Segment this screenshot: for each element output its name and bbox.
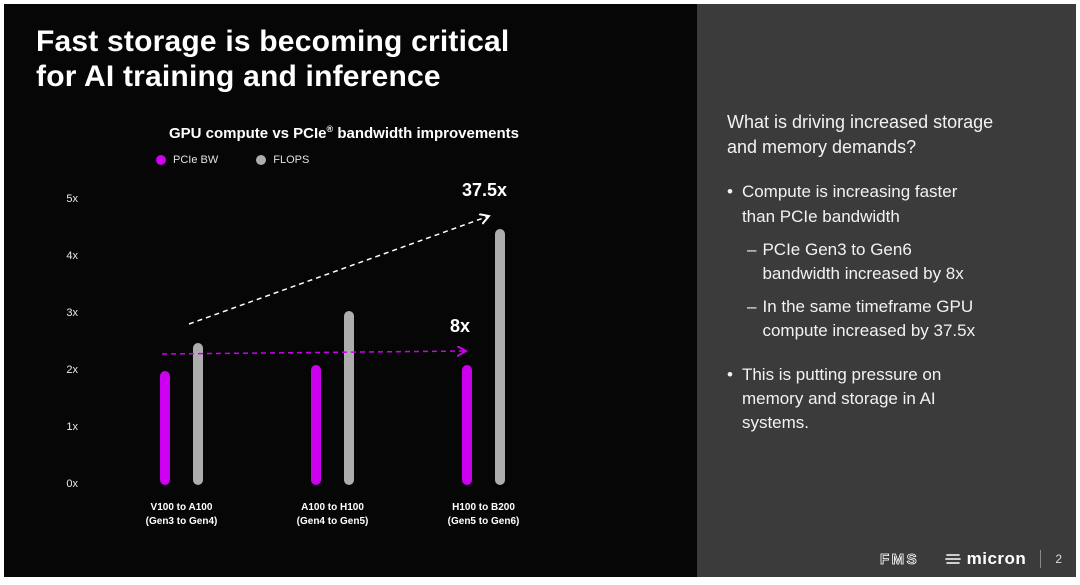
y-axis-tick-label: 3x xyxy=(66,307,78,319)
legend-item-flops: FLOPS xyxy=(256,154,309,166)
slide-title-line1: Fast storage is becoming critical xyxy=(36,25,510,58)
bullet-icon: • xyxy=(727,182,733,202)
y-axis-tick-label: 4x xyxy=(66,250,78,262)
bar-chart-plot: 0x 1x 2x 3x 4x 5x V100 to A100 (Gen3 to Gen4) A1… xyxy=(4,4,697,577)
slide-title-line2: for AI training and inference xyxy=(36,60,441,94)
y-axis-tick-label: 5x xyxy=(66,193,78,205)
side-panel: What is driving increased storage and me… xyxy=(697,4,1076,577)
bar-pcie-bw xyxy=(160,371,170,485)
slide-footer: FMS micron 2 xyxy=(879,549,1062,569)
x-axis-category-label: H100 to B200 (Gen5 to Gen6) xyxy=(447,502,520,527)
chart-title: GPU compute vs PCIe® bandwidth improveme… xyxy=(104,124,584,142)
dash-icon: – xyxy=(747,239,757,259)
bar-flops xyxy=(193,342,203,485)
legend-dot-flops-icon xyxy=(256,155,267,165)
bullet-icon: • xyxy=(727,365,733,385)
legend-item-pcie-bw: PCIe BW xyxy=(156,154,218,166)
dash-icon: – xyxy=(747,296,757,316)
micron-logo-text: micron xyxy=(966,549,1027,568)
sub-bullet-item: – In the same timeframe GPU compute incr… xyxy=(747,295,1042,343)
bullet-text: This is putting pressure on memory and s… xyxy=(741,365,942,433)
chart-legend: PCIe BW FLOPS xyxy=(156,154,309,166)
slide-title: Fast storage is becoming critical for AI… xyxy=(36,24,509,94)
x-axis-category-label: V100 to A100 (Gen3 to Gen4) xyxy=(145,502,218,527)
bar-pcie-bw xyxy=(311,365,321,485)
bar-flops xyxy=(344,311,354,485)
bullet-item: • Compute is increasing faster than PCIe… xyxy=(727,180,1042,228)
legend-label-pcie: PCIe BW xyxy=(173,154,219,166)
panel-heading: What is driving increased storage and me… xyxy=(727,112,994,158)
y-axis-tick-label: 2x xyxy=(66,364,78,376)
y-axis-tick-label: 0x xyxy=(66,478,78,490)
x-axis-category-label: A100 to H100 (Gen4 to Gen5) xyxy=(296,502,369,527)
footer-divider xyxy=(1040,550,1042,568)
sub-bullet-item: – PCIe Gen3 to Gen6 bandwidth increased … xyxy=(747,238,1042,286)
bar-pcie-bw xyxy=(462,365,472,485)
bullet-text: Compute is increasing faster than PCIe b… xyxy=(741,182,958,226)
legend-dot-pcie-icon xyxy=(156,155,166,165)
annotation-gpu-compute: 37.5x xyxy=(462,180,508,200)
page-number: 2 xyxy=(1055,552,1062,566)
micron-logo: micron xyxy=(944,549,1027,569)
legend-label-flops: FLOPS xyxy=(273,154,310,166)
bullet-item: • This is putting pressure on memory and… xyxy=(727,363,1042,435)
chart-title-suffix: bandwidth improvements xyxy=(333,125,520,142)
sub-bullet-text: In the same timeframe GPU compute increa… xyxy=(762,296,976,340)
annotation-pcie-bw: 8x xyxy=(450,316,471,336)
presentation-slide: Fast storage is becoming critical for AI… xyxy=(4,4,1076,577)
bar-flops xyxy=(495,228,505,485)
fms-logo-text: FMS xyxy=(880,551,919,568)
micron-logo-mark-icon xyxy=(944,554,961,564)
chart-title-text: GPU compute vs PCIe xyxy=(168,125,327,142)
sub-bullet-text: PCIe Gen3 to Gen6 bandwidth increased by… xyxy=(762,239,964,283)
y-axis-tick-label: 1x xyxy=(66,421,78,433)
registered-mark: ® xyxy=(326,124,334,134)
fms-logo: FMS xyxy=(879,551,919,569)
